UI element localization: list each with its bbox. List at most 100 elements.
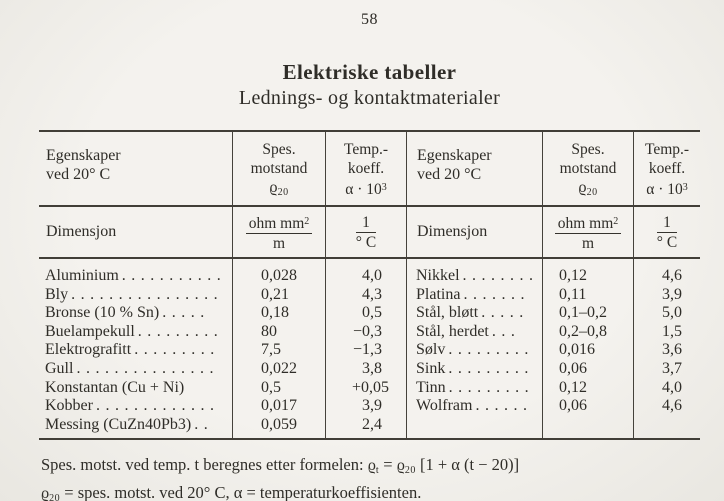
header-resistance-left: Spes. motstand ϱ20 [233,132,326,205]
material-name: Sølv [416,341,446,359]
rho-symbol: ϱ [41,485,50,501]
table-cell-rho: 0,18 [261,304,289,322]
dot-leader: ........ [462,267,539,284]
dot-leader: ... [491,322,521,340]
table-cell-name: Stål, bløtt..... [416,304,542,323]
table-cell-alpha: 4,3 [362,285,382,303]
dot-leader: ............. [95,397,220,415]
table-cell-rho: 7,5 [261,341,281,359]
table-cell-alpha: +0,05 [351,378,389,396]
alpha-symbol: α · 10 [646,181,683,198]
table-cell-name: Bronse (10 % Sn)..... [45,304,232,323]
rho-symbol: ϱ [396,457,405,474]
resistance-column-left: 0,028 0,21 0,18 80 7,5 0,022 0,5 0,017 0,059 [233,259,326,438]
table-cell-name: Elektrografitt......... [45,341,232,360]
temp-unit-left: 1 ° C [326,207,407,257]
dimension-label-left: Dimensjon [39,207,233,257]
dot-leader: ......... [134,341,220,359]
dot-leader: ....... [463,285,530,303]
material-name: Elektrografitt [45,341,132,359]
footnote-line-1: Spes. motst. ved temp. t beregnes etter … [41,455,520,476]
table-cell-rho: 0,022 [261,359,297,377]
table-cell-rho: 0,1–0,2 [559,304,607,322]
unit-fraction: 1 ° C [656,213,678,251]
material-name-column-right: Nikkel........ Platina....... Stål, bløtt.… [407,259,543,438]
table-cell-rho: 0,12 [559,378,587,396]
table-cell-rho: 0,06 [559,359,587,377]
dot-leader: ......... [448,378,535,396]
table-cell-alpha: 4,6 [662,267,682,284]
page-title: Elektriske tabeller [282,60,457,84]
temp-unit-right: 1 ° C [634,207,700,257]
dot-leader: .. [194,415,214,433]
table-body: Aluminium........... Bly................ B… [39,259,700,440]
unit-fraction: ohm mm2 m [245,213,313,252]
header-properties-right: Egenskaper ved 20 °C [407,132,543,205]
unit-fraction: ohm mm2 m [554,213,622,252]
material-name: Platina [416,285,461,303]
table-cell-rho: 0,11 [559,285,587,303]
header-temp-coeff-left: Temp.- koeff. α · 103 [326,132,407,205]
material-name: Sink [416,359,446,377]
table-cell-alpha: 3,8 [362,359,382,377]
table-cell-rho: 0,21 [261,285,289,303]
header-resistance-right: Spes. motstand ϱ20 [543,132,634,205]
table-cell-alpha: −0,3 [352,322,382,340]
table-cell-rho: 0,06 [559,397,587,415]
dot-leader: ................ [71,285,224,303]
materials-table: Egenskaper ved 20° C Spes. motstand ϱ20 … [39,130,700,440]
table-cell-rho: 0,2–0,8 [559,322,607,340]
table-cell-name: Gull............... [45,360,232,379]
table-cell-name: Buelampekull......... [45,323,232,342]
page-subtitle: Lednings- og kontaktmaterialer [238,87,501,109]
dot-leader: ............... [76,359,219,377]
table-cell-alpha: −1,3 [352,341,382,359]
resistance-unit-right: ohm mm2 m [543,207,634,257]
table-cell-rho: 0,12 [559,267,587,284]
dot-leader: ......... [448,341,534,359]
table-units-row: Dimensjon ohm mm2 m 1 ° C Dimensjon ohm … [39,207,700,259]
table-cell-name: Platina....... [416,286,542,305]
material-name: Stål, herdet [416,322,489,340]
table-cell-alpha: 3,7 [662,359,682,377]
temp-coeff-column-left: 4,0 4,3 0,5 −0,3 −1,3 3,8 +0,05 3,9 2,4 [326,259,407,438]
table-cell-alpha: 3,9 [662,285,682,303]
table-cell-alpha: 3,6 [662,341,682,359]
material-name: Nikkel [416,267,460,284]
table-cell-alpha: 1,5 [662,322,682,340]
material-name: Wolfram [416,397,473,415]
table-cell-alpha: 0,5 [362,304,382,322]
table-cell-alpha: 3,9 [362,397,382,415]
footnote-line-2: ϱ20 = spes. motst. ved 20° C, α = temper… [41,483,422,501]
table-cell-rho: 0,059 [261,415,297,433]
table-cell-name: Tinn......... [416,379,542,398]
material-name: Konstantan (Cu + Ni) [45,378,185,396]
material-name: Kobber [45,397,93,415]
dimension-label-right: Dimensjon [407,207,543,257]
resistance-unit-left: ohm mm2 m [233,207,326,257]
material-name: Messing (CuZn40Pb3) [45,415,192,433]
table-cell-name: Bly................ [45,286,232,305]
rho-symbol: ϱ [367,457,376,474]
table-header-row: Egenskaper ved 20° C Spes. motstand ϱ20 … [39,132,700,207]
rho-symbol: ϱ [269,179,278,196]
table-cell-name: Wolfram...... [416,397,542,416]
unit-fraction: 1 ° C [355,213,377,251]
table-cell-name: Sink......... [416,360,542,379]
dot-leader: ...... [475,397,533,415]
table-cell-name: Konstantan (Cu + Ni) [45,379,232,398]
table-cell-alpha: 5,0 [662,304,682,322]
material-name: Bronse (10 % Sn) [45,304,160,322]
table-cell-name: Stål, herdet... [416,323,542,342]
material-name-column-left: Aluminium........... Bly................ B… [39,259,233,438]
material-name: Buelampekull [45,322,135,340]
dot-leader: ........... [121,267,227,284]
table-cell-rho: 0,017 [261,397,297,415]
table-cell-name: Kobber............. [45,397,232,416]
rho-symbol: ϱ [578,179,587,196]
table-cell-rho: 0,016 [559,341,595,359]
alpha-symbol: α · 10 [345,181,382,198]
table-cell-alpha: 4,6 [662,397,682,415]
table-cell-alpha: 4,0 [662,378,682,396]
dot-leader: ..... [481,304,529,322]
